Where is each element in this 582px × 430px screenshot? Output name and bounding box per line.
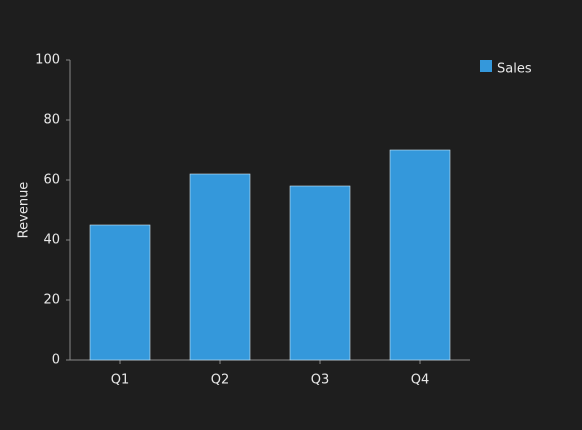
x-tick-label: Q2 [211, 373, 230, 388]
bar [189, 173, 251, 361]
y-axis-label: Revenue [17, 182, 32, 239]
y-tick-label: 100 [35, 53, 60, 68]
x-tick-label: Q1 [111, 373, 130, 388]
x-tick-label: Q4 [411, 373, 430, 388]
y-tick-label: 80 [43, 113, 60, 128]
y-tick-label: 40 [43, 233, 60, 248]
legend-swatch [480, 60, 492, 72]
bar [389, 149, 451, 361]
y-tick-label: 60 [43, 173, 60, 188]
legend-label: Sales [497, 62, 532, 77]
y-tick-label: 20 [43, 293, 60, 308]
bar [89, 224, 151, 361]
y-tick-label: 0 [52, 353, 60, 368]
x-tick-label: Q3 [311, 373, 330, 388]
bar [289, 185, 351, 361]
